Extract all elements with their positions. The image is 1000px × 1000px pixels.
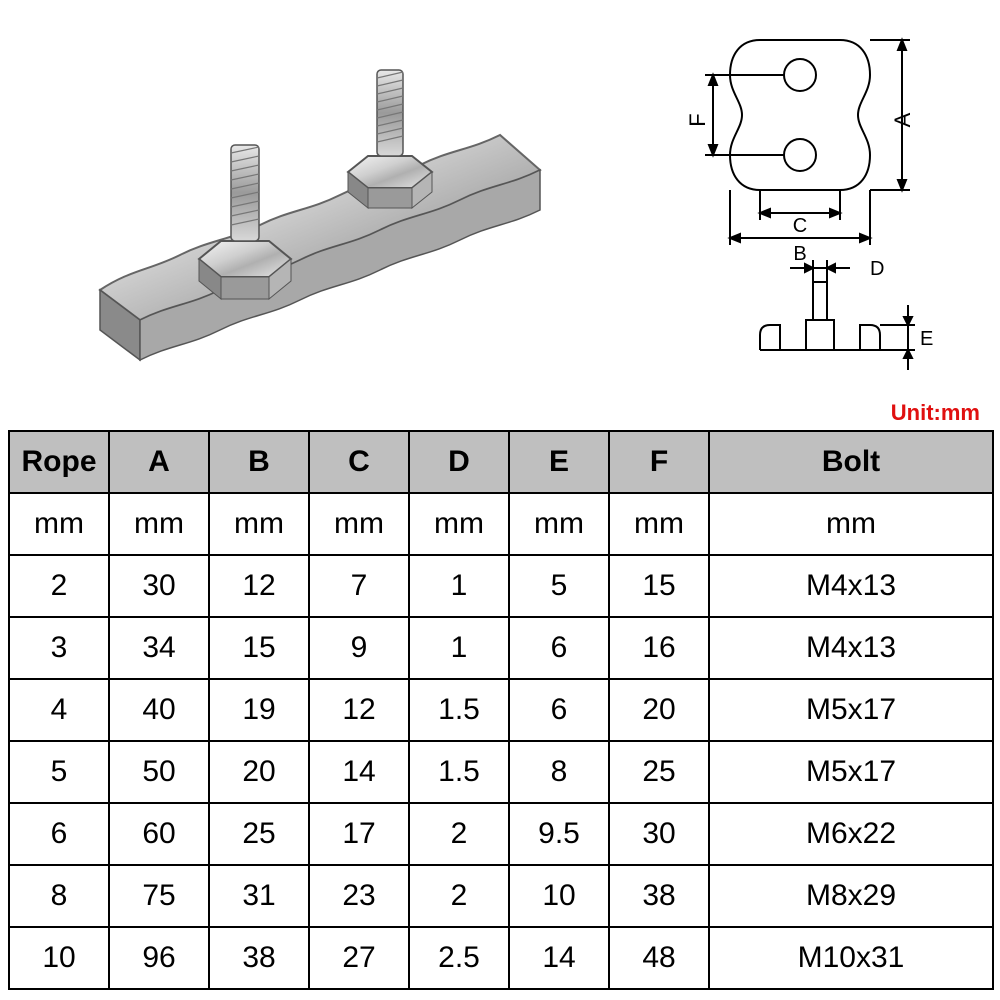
cell: 1 [409, 617, 509, 679]
cell: 27 [309, 927, 409, 989]
cell: mm [209, 493, 309, 555]
table-row: 5 50 20 14 1.5 8 25 M5x17 [9, 741, 993, 803]
cell: 9.5 [509, 803, 609, 865]
dimension-diagram: A F C B D E [610, 20, 980, 400]
cell: 15 [609, 555, 709, 617]
cell: 1 [409, 555, 509, 617]
cell: 20 [209, 741, 309, 803]
cell: 14 [509, 927, 609, 989]
table-unit-row: mm mm mm mm mm mm mm mm [9, 493, 993, 555]
cell: 16 [609, 617, 709, 679]
col-header: Rope [9, 431, 109, 493]
cell: 8 [9, 865, 109, 927]
col-header: A [109, 431, 209, 493]
cell: 50 [109, 741, 209, 803]
cell: 23 [309, 865, 409, 927]
cell: mm [609, 493, 709, 555]
cell: mm [709, 493, 993, 555]
col-header: D [409, 431, 509, 493]
unit-label-value: mm [941, 400, 980, 425]
table-row: 3 34 15 9 1 6 16 M4x13 [9, 617, 993, 679]
col-header: F [609, 431, 709, 493]
cell: M5x17 [709, 679, 993, 741]
cell: 12 [209, 555, 309, 617]
table-row: 6 60 25 17 2 9.5 30 M6x22 [9, 803, 993, 865]
cell: 19 [209, 679, 309, 741]
cell: 75 [109, 865, 209, 927]
dim-label-b: B [793, 243, 806, 265]
product-image [40, 20, 560, 380]
cell: 14 [309, 741, 409, 803]
col-header: Bolt [709, 431, 993, 493]
spec-table: Rope A B C D E F Bolt mm mm mm mm mm mm … [8, 430, 994, 990]
cell: 2 [409, 865, 509, 927]
table-body: mm mm mm mm mm mm mm mm 2 30 12 7 1 5 15… [9, 493, 993, 989]
cell: mm [409, 493, 509, 555]
cell: 96 [109, 927, 209, 989]
cell: 6 [9, 803, 109, 865]
cell: 38 [609, 865, 709, 927]
cell: mm [109, 493, 209, 555]
cell: 5 [509, 555, 609, 617]
cell: 48 [609, 927, 709, 989]
table-row: 10 96 38 27 2.5 14 48 M10x31 [9, 927, 993, 989]
cell: 20 [609, 679, 709, 741]
cell: 9 [309, 617, 409, 679]
cell: 6 [509, 679, 609, 741]
cell: 2.5 [409, 927, 509, 989]
cell: 7 [309, 555, 409, 617]
dim-label-e: E [920, 328, 933, 350]
cell: 30 [609, 803, 709, 865]
cell: 8 [509, 741, 609, 803]
cell: 2 [409, 803, 509, 865]
cell: 31 [209, 865, 309, 927]
cell: mm [309, 493, 409, 555]
cell: M6x22 [709, 803, 993, 865]
cell: 25 [209, 803, 309, 865]
cell: 15 [209, 617, 309, 679]
cell: M4x13 [709, 555, 993, 617]
cell: M8x29 [709, 865, 993, 927]
cell: M4x13 [709, 617, 993, 679]
cell: 17 [309, 803, 409, 865]
cell: 5 [9, 741, 109, 803]
cell: 2 [9, 555, 109, 617]
cell: M5x17 [709, 741, 993, 803]
cell: 3 [9, 617, 109, 679]
cell: 40 [109, 679, 209, 741]
unit-label: Unit:mm [891, 400, 980, 426]
cell: mm [9, 493, 109, 555]
dim-label-c: C [793, 215, 807, 237]
unit-label-key: Unit: [891, 400, 941, 425]
cell: mm [509, 493, 609, 555]
col-header: C [309, 431, 409, 493]
cell: M10x31 [709, 927, 993, 989]
table-header-row: Rope A B C D E F Bolt [9, 431, 993, 493]
cell: 12 [309, 679, 409, 741]
col-header: B [209, 431, 309, 493]
cell: 1.5 [409, 741, 509, 803]
cell: 10 [9, 927, 109, 989]
col-header: E [509, 431, 609, 493]
cell: 34 [109, 617, 209, 679]
cell: 38 [209, 927, 309, 989]
dim-label-d: D [870, 258, 884, 280]
table-row: 2 30 12 7 1 5 15 M4x13 [9, 555, 993, 617]
dim-label-a: A [890, 112, 915, 127]
table-row: 4 40 19 12 1.5 6 20 M5x17 [9, 679, 993, 741]
table-row: 8 75 31 23 2 10 38 M8x29 [9, 865, 993, 927]
cell: 10 [509, 865, 609, 927]
cell: 25 [609, 741, 709, 803]
cell: 30 [109, 555, 209, 617]
cell: 4 [9, 679, 109, 741]
cell: 1.5 [409, 679, 509, 741]
top-illustration-area: A F C B D E [0, 0, 1000, 410]
cell: 6 [509, 617, 609, 679]
dim-label-f: F [685, 113, 710, 126]
cell: 60 [109, 803, 209, 865]
